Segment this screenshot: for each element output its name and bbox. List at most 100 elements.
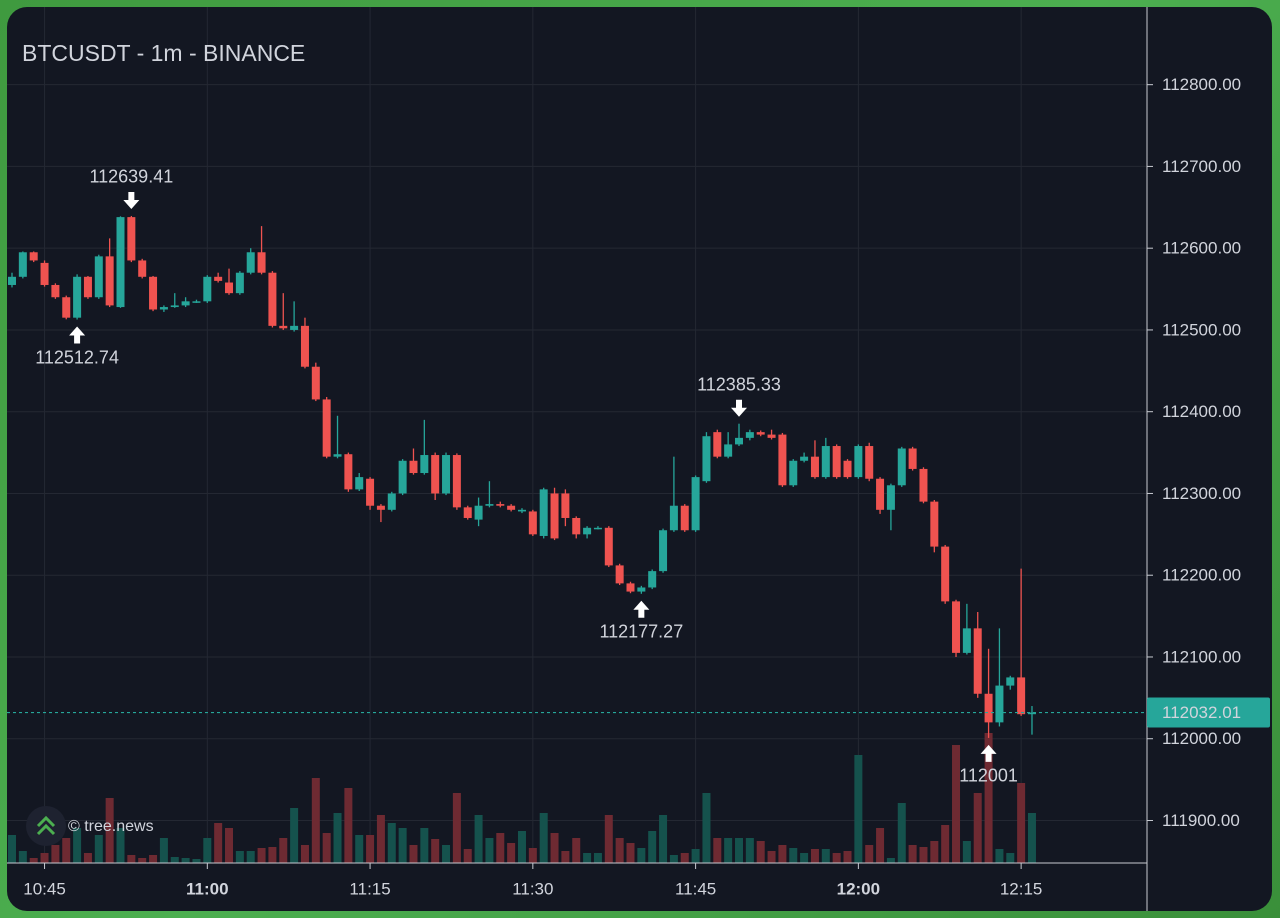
candle-body bbox=[886, 485, 895, 510]
x-tick-label: 11:45 bbox=[675, 879, 716, 898]
candle-body bbox=[387, 493, 396, 510]
candle-body bbox=[756, 432, 765, 435]
candle-body bbox=[1027, 712, 1036, 715]
volume-bar bbox=[409, 845, 418, 863]
x-tick-label: 12:15 bbox=[1000, 879, 1043, 898]
candle-body bbox=[344, 454, 353, 490]
candle-body bbox=[29, 252, 38, 261]
candle-body bbox=[83, 276, 92, 298]
volume-bar bbox=[724, 838, 733, 863]
candle-body bbox=[800, 456, 809, 461]
candle-body bbox=[474, 505, 483, 520]
volume-bar bbox=[886, 858, 895, 863]
volume-bar bbox=[29, 858, 38, 863]
candle-body bbox=[941, 546, 950, 602]
candle-body bbox=[984, 693, 993, 723]
candle-body bbox=[40, 262, 49, 285]
volume-layer bbox=[7, 733, 1036, 863]
volume-bar bbox=[517, 831, 526, 863]
last-price-label: 112032.01 bbox=[1162, 703, 1241, 722]
candle-body bbox=[485, 504, 494, 506]
volume-bar bbox=[376, 815, 385, 863]
chart-title: BTCUSDT - 1m - BINANCE bbox=[22, 40, 305, 66]
candle-body bbox=[691, 477, 700, 531]
volume-bar bbox=[637, 848, 646, 863]
candle-body bbox=[615, 565, 624, 584]
candle-body bbox=[300, 325, 309, 367]
chart-panel bbox=[7, 7, 1272, 911]
candle-body bbox=[995, 685, 1004, 723]
volume-bar bbox=[159, 838, 168, 863]
volume-bar bbox=[604, 815, 613, 863]
x-tick-label: 11:15 bbox=[349, 879, 390, 898]
volume-bar bbox=[865, 845, 874, 863]
candle-body bbox=[561, 493, 570, 518]
y-tick-label: 112800.00 bbox=[1162, 75, 1241, 94]
volume-bar bbox=[572, 838, 581, 863]
volume-bar bbox=[1017, 783, 1026, 863]
candle-body bbox=[452, 455, 461, 508]
marker-label: 112512.74 bbox=[35, 347, 119, 367]
candle-body bbox=[366, 478, 375, 506]
candle-body bbox=[724, 444, 733, 457]
y-tick-label: 112600.00 bbox=[1162, 239, 1241, 258]
candle-body bbox=[626, 583, 635, 592]
marker-arrow bbox=[123, 191, 140, 209]
candle-body bbox=[431, 455, 440, 494]
volume-bar bbox=[593, 853, 602, 863]
candle-body bbox=[745, 432, 754, 438]
volume-bar bbox=[420, 828, 429, 863]
volume-bar bbox=[300, 845, 309, 863]
volume-bar bbox=[821, 849, 830, 863]
volume-bar bbox=[279, 838, 288, 863]
volume-bar bbox=[832, 853, 841, 863]
volume-bar bbox=[116, 828, 125, 863]
last-price-box bbox=[1147, 697, 1270, 728]
x-tick-label: 11:30 bbox=[512, 879, 553, 898]
volume-bar bbox=[810, 849, 819, 863]
candle-body bbox=[442, 455, 451, 494]
volume-bar bbox=[105, 798, 114, 863]
x-tick-label: 10:45 bbox=[23, 879, 66, 898]
volume-bar bbox=[843, 851, 852, 863]
volume-bar bbox=[648, 831, 657, 863]
volume-bar bbox=[756, 841, 765, 863]
volume-bar bbox=[387, 823, 396, 863]
volume-bar bbox=[452, 793, 461, 863]
y-tick-label: 112000.00 bbox=[1162, 729, 1241, 748]
volume-bar bbox=[268, 847, 277, 863]
candle-body bbox=[919, 468, 928, 502]
candle-body bbox=[897, 448, 906, 486]
volume-bar bbox=[789, 848, 798, 863]
candle-body bbox=[311, 366, 320, 400]
candle-body bbox=[420, 455, 429, 474]
volume-bar bbox=[767, 851, 776, 863]
candle-body bbox=[51, 284, 60, 298]
volume-bar bbox=[127, 855, 136, 863]
candle-body bbox=[593, 527, 602, 530]
volume-bar bbox=[973, 793, 982, 863]
candle-body bbox=[235, 272, 244, 294]
volume-bar bbox=[984, 733, 993, 863]
volume-bar bbox=[745, 838, 754, 863]
volume-bar bbox=[897, 803, 906, 863]
marker-label: 112001 bbox=[959, 766, 1018, 786]
volume-bar bbox=[149, 855, 158, 863]
volume-bar bbox=[876, 828, 885, 863]
volume-bar bbox=[995, 849, 1004, 863]
volume-bar bbox=[941, 825, 950, 863]
y-tick-label: 112500.00 bbox=[1162, 320, 1241, 339]
marker-arrow bbox=[69, 326, 86, 344]
watermark-text: © tree.news bbox=[68, 818, 154, 835]
volume-bar bbox=[463, 849, 472, 863]
candle-body bbox=[116, 217, 125, 308]
volume-bar bbox=[62, 838, 71, 863]
candle-body bbox=[778, 434, 787, 486]
candle-body bbox=[376, 505, 385, 510]
volume-bar bbox=[702, 793, 711, 863]
volume-bar bbox=[214, 823, 223, 863]
volume-bar bbox=[170, 857, 179, 863]
candle-body bbox=[507, 505, 516, 510]
candle-body bbox=[1017, 677, 1026, 715]
candle-body bbox=[73, 276, 82, 318]
